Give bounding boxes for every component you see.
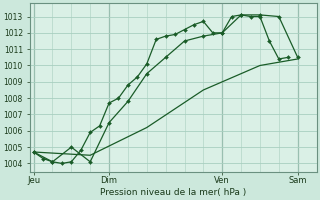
X-axis label: Pression niveau de la mer( hPa ): Pression niveau de la mer( hPa ): [100, 188, 247, 197]
